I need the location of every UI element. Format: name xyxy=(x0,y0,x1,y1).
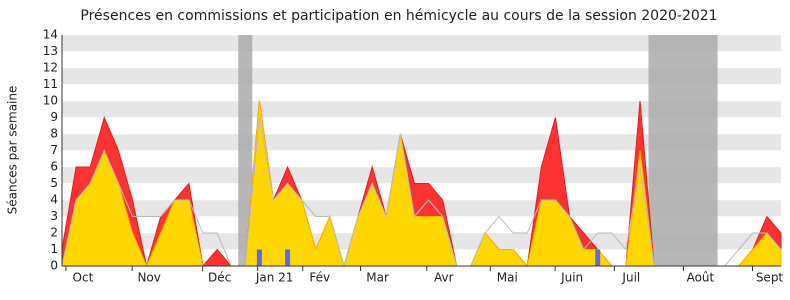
x-tick-label: Août xyxy=(687,271,715,285)
vacation-band xyxy=(238,35,253,266)
vacation-band xyxy=(648,35,718,266)
y-axis-label: Séances par semaine xyxy=(6,86,20,215)
x-tick-label: Fév xyxy=(309,271,330,285)
x-tick-label: Juin xyxy=(560,271,583,285)
x-tick-label: Sept xyxy=(756,271,784,285)
x-tick-label: Oct xyxy=(73,271,94,285)
bar xyxy=(595,249,601,266)
bar xyxy=(256,249,262,266)
x-tick-label: Nov xyxy=(137,271,160,285)
x-tick-label: Avr xyxy=(434,271,454,285)
y-tick-label: 9 xyxy=(50,110,58,124)
y-tick-label: 2 xyxy=(50,226,58,240)
y-tick-label: 1 xyxy=(50,242,58,256)
y-tick-label: 13 xyxy=(43,44,58,58)
bar xyxy=(285,249,291,266)
y-tick-label: 4 xyxy=(50,193,58,207)
x-tick-label: Juil xyxy=(621,271,640,285)
x-tick-label: Mai xyxy=(497,271,518,285)
x-tick-label: Mar xyxy=(366,271,389,285)
y-tick-label: 12 xyxy=(43,61,58,75)
x-tick-label: Jan 21 xyxy=(255,271,294,285)
y-tick-label: 5 xyxy=(50,176,58,190)
y-tick-label: 11 xyxy=(43,77,58,91)
y-tick-label: 8 xyxy=(50,127,58,141)
x-tick-label: Déc xyxy=(208,271,231,285)
y-tick-label: 7 xyxy=(50,143,58,157)
chart-title: Présences en commissions et participatio… xyxy=(80,8,717,24)
y-tick-label: 14 xyxy=(43,28,58,42)
y-tick-label: 6 xyxy=(50,160,58,174)
y-tick-label: 3 xyxy=(50,209,58,223)
y-tick-label: 10 xyxy=(43,94,58,108)
y-tick-label: 0 xyxy=(50,259,58,273)
